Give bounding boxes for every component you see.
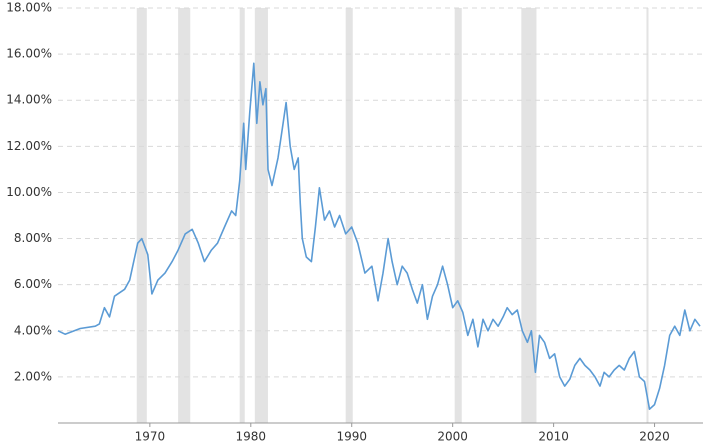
y-tick-label: 14.00% xyxy=(6,93,52,107)
recession-band xyxy=(646,8,649,423)
line-series xyxy=(57,62,701,410)
y-tick-label: 12.00% xyxy=(6,139,52,153)
recession-band xyxy=(178,8,191,423)
x-tick-label: 2010 xyxy=(538,430,569,443)
recession-band xyxy=(254,8,268,423)
x-tick-label: 2000 xyxy=(437,430,468,443)
x-tick-label: 1990 xyxy=(336,430,367,443)
y-tick-label: 18.00% xyxy=(6,1,52,15)
y-tick-label: 8.00% xyxy=(14,231,52,245)
recession-band xyxy=(454,8,462,423)
x-tick-label: 1980 xyxy=(236,430,267,443)
x-tick-label: 1970 xyxy=(135,430,166,443)
y-tick-label: 2.00% xyxy=(14,369,52,383)
recession-band xyxy=(136,8,147,423)
y-tick-label: 4.00% xyxy=(14,323,52,337)
x-tick-label: 2020 xyxy=(639,430,670,443)
recession-band xyxy=(521,8,537,423)
recession-band xyxy=(345,8,353,423)
y-tick-label: 6.00% xyxy=(14,277,52,291)
y-tick-label: 16.00% xyxy=(6,47,52,61)
y-tick-label: 10.00% xyxy=(6,185,52,199)
recession-band xyxy=(239,8,245,423)
